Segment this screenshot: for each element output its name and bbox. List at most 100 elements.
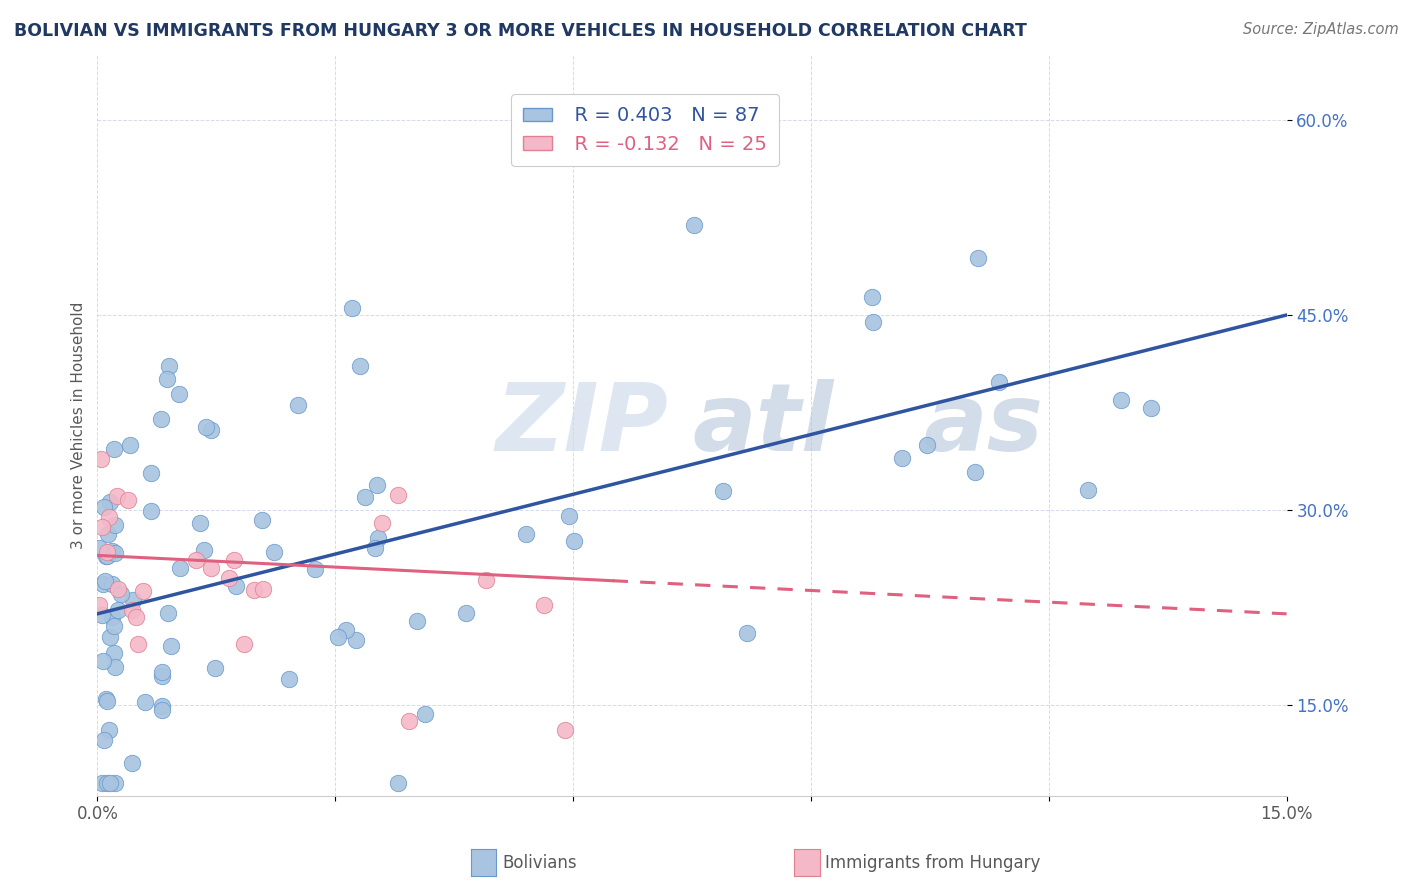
Point [118, 438, 141, 452]
Point [103, 546, 125, 560]
Point [156, 372, 179, 386]
Point [225, 579, 247, 593]
Point [96, 776, 118, 790]
Point [967, 251, 990, 265]
Point [326, 631, 349, 645]
Point [195, 420, 218, 434]
Point [277, 672, 299, 686]
Point [456, 606, 478, 620]
Point [398, 714, 420, 728]
Point [204, 661, 226, 675]
Point [200, 561, 222, 575]
Point [103, 776, 125, 790]
Text: Immigrants from Hungary: Immigrants from Hungary [825, 855, 1040, 872]
Point [101, 577, 124, 591]
Point [263, 545, 285, 559]
Point [1109, 393, 1132, 408]
Point [90, 519, 112, 533]
Point [169, 386, 191, 401]
Point [287, 398, 309, 412]
Point [515, 527, 537, 541]
Point [121, 756, 143, 771]
Point [335, 623, 357, 637]
Point [232, 637, 254, 651]
Point [132, 584, 155, 599]
Point [252, 582, 274, 596]
Point [98, 630, 121, 644]
Point [562, 533, 585, 548]
Point [98, 494, 121, 508]
Point [349, 359, 371, 373]
Point [139, 466, 162, 480]
Point [104, 660, 127, 674]
Point [93, 733, 115, 747]
Point [243, 583, 266, 598]
Legend:   R = 0.403   N = 87,   R = -0.132   N = 25: R = 0.403 N = 87, R = -0.132 N = 25 [512, 95, 779, 166]
Point [735, 626, 758, 640]
Point [87, 541, 110, 556]
Point [366, 478, 388, 492]
Point [184, 552, 207, 566]
Point [988, 375, 1011, 389]
Point [364, 541, 387, 555]
Point [150, 699, 173, 714]
Point [915, 438, 938, 452]
Point [405, 614, 427, 628]
Text: ZIP: ZIP [495, 379, 668, 472]
Point [1077, 483, 1099, 497]
Point [218, 571, 240, 585]
Text: BOLIVIAN VS IMMIGRANTS FROM HUNGARY 3 OR MORE VEHICLES IN HOUSEHOLD CORRELATION : BOLIVIAN VS IMMIGRANTS FROM HUNGARY 3 OR… [14, 22, 1026, 40]
Point [367, 532, 389, 546]
Point [103, 618, 125, 632]
Point [683, 218, 706, 232]
Point [96, 545, 118, 559]
Point [94, 692, 117, 706]
Text: Bolivians: Bolivians [502, 855, 576, 872]
Point [554, 723, 576, 738]
Point [127, 637, 149, 651]
Point [90, 451, 112, 466]
Point [94, 574, 117, 589]
Point [157, 606, 180, 620]
Point [87, 599, 110, 613]
Y-axis label: 3 or more Vehicles in Household: 3 or more Vehicles in Household [72, 301, 86, 549]
Point [94, 549, 117, 564]
Point [91, 655, 114, 669]
Point [110, 586, 132, 600]
Point [252, 513, 274, 527]
Point [107, 603, 129, 617]
Point [104, 518, 127, 533]
Point [105, 489, 128, 503]
Point [157, 359, 180, 373]
Point [152, 669, 174, 683]
Point [387, 488, 409, 502]
Point [96, 694, 118, 708]
Point [121, 593, 143, 607]
Point [117, 493, 139, 508]
Point [90, 776, 112, 790]
Point [342, 301, 364, 315]
Point [97, 723, 120, 737]
Text: atl: atl [692, 379, 834, 472]
Point [304, 562, 326, 576]
Point [150, 665, 173, 680]
Point [101, 543, 124, 558]
Point [100, 776, 122, 790]
Point [890, 451, 912, 466]
Point [193, 542, 215, 557]
Point [860, 290, 883, 304]
Point [169, 561, 191, 575]
Point [711, 484, 734, 499]
Point [224, 553, 246, 567]
Point [533, 599, 555, 613]
Point [1140, 401, 1163, 415]
Point [387, 776, 409, 790]
Point [134, 695, 156, 709]
Point [149, 411, 172, 425]
Point [121, 603, 143, 617]
Point [354, 490, 377, 504]
Point [97, 527, 120, 541]
Point [344, 632, 367, 647]
Point [90, 607, 112, 622]
Text: Source: ZipAtlas.com: Source: ZipAtlas.com [1243, 22, 1399, 37]
